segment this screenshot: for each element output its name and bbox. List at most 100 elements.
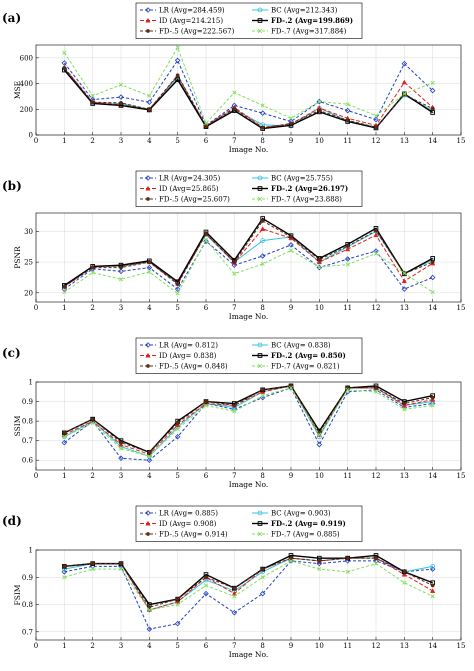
x-tick-label: 3 xyxy=(119,472,123,480)
data-point xyxy=(288,558,294,563)
data-point xyxy=(147,93,152,98)
y-tick-label: 0.8 xyxy=(22,601,33,609)
legend-entry: FD-.5 (Avg= 0.914) xyxy=(159,531,228,539)
data-point xyxy=(260,238,266,244)
legend-swatch-marker xyxy=(145,342,151,348)
data-point xyxy=(345,246,351,252)
data-point xyxy=(175,426,180,432)
y-tick-label: 30 xyxy=(24,228,33,236)
data-point xyxy=(430,110,435,115)
legend-entry: FD-.7 (Avg=317.884) xyxy=(271,28,347,36)
data-point xyxy=(62,66,67,71)
data-point xyxy=(402,271,407,276)
x-tick-label: 2 xyxy=(90,137,94,145)
data-point xyxy=(62,50,67,55)
data-point xyxy=(316,98,323,105)
series-fd-5 xyxy=(62,556,435,610)
y-tick-label: 0.6 xyxy=(22,457,34,465)
legend-entry: FD-.5 (Avg=222.567) xyxy=(159,28,235,36)
data-point xyxy=(288,385,294,390)
data-point xyxy=(204,231,208,236)
data-point xyxy=(317,567,322,572)
x-tick-label: 12 xyxy=(372,642,381,650)
data-point xyxy=(260,261,265,267)
data-point xyxy=(345,569,350,574)
data-point xyxy=(430,106,435,111)
series-line xyxy=(63,217,434,287)
legend-swatch-marker xyxy=(257,342,263,348)
data-point xyxy=(402,407,407,412)
data-point xyxy=(430,260,435,265)
data-point xyxy=(232,403,237,408)
data-point xyxy=(61,439,68,446)
data-point xyxy=(260,219,265,223)
legend-box xyxy=(135,170,363,207)
data-point xyxy=(175,599,181,604)
data-point xyxy=(146,457,153,463)
x-tick-label: 1 xyxy=(62,642,66,650)
legend-swatch-marker xyxy=(145,175,151,181)
data-point xyxy=(289,235,293,239)
legend-entry: FD-.2 (Avg= 0.850) xyxy=(271,351,346,360)
x-tick-label: 11 xyxy=(343,137,352,145)
legend-swatch-marker xyxy=(145,185,151,191)
legend-entry: BC (Avg= 0.903) xyxy=(271,510,331,518)
x-tick-label: 10 xyxy=(315,642,324,650)
data-point xyxy=(62,564,67,569)
data-point xyxy=(175,421,180,425)
data-point xyxy=(430,588,436,593)
legend-entry: FD-.2 (Avg=26.197) xyxy=(271,184,348,193)
series-line xyxy=(63,59,434,127)
legend-entry: FD-.7 (Avg= 0.821) xyxy=(271,363,340,371)
data-point xyxy=(259,110,266,116)
data-point xyxy=(373,113,379,118)
x-tick-label: 1 xyxy=(62,137,66,145)
legend-entry: ID (Avg= 0.838) xyxy=(159,352,217,360)
x-tick-label: 14 xyxy=(428,304,437,312)
data-point xyxy=(344,256,351,262)
data-point xyxy=(373,251,379,256)
x-tick-label: 9 xyxy=(289,304,293,312)
data-point xyxy=(402,580,407,585)
data-point xyxy=(175,597,180,601)
series-line xyxy=(63,69,434,130)
data-point xyxy=(317,99,322,104)
series-line xyxy=(64,228,433,288)
data-point xyxy=(118,277,124,282)
legend-swatch-marker xyxy=(145,510,151,516)
legend-swatch-marker xyxy=(257,186,263,191)
x-tick-label: 3 xyxy=(119,304,123,312)
legend-entry: FD-.7 (Avg= 0.885) xyxy=(271,531,340,539)
data-point xyxy=(260,387,265,392)
data-point xyxy=(174,57,181,64)
data-point xyxy=(90,93,95,98)
legend-swatch-marker xyxy=(257,531,263,537)
plot-frame xyxy=(35,549,462,641)
data-point xyxy=(430,395,435,400)
data-point xyxy=(345,244,350,249)
data-point xyxy=(259,253,266,259)
data-point xyxy=(317,432,322,437)
x-tick-label: 9 xyxy=(289,137,293,145)
x-tick-label: 10 xyxy=(315,304,324,312)
data-point xyxy=(430,290,435,295)
x-tick-label: 0 xyxy=(34,304,38,312)
data-point xyxy=(345,262,350,267)
data-point xyxy=(429,87,436,94)
series-line xyxy=(63,67,433,129)
series-fd-7 xyxy=(62,385,435,459)
data-point xyxy=(203,237,209,243)
data-point xyxy=(232,260,237,265)
x-tick-label: 8 xyxy=(260,472,264,480)
data-point xyxy=(289,556,293,561)
data-point xyxy=(345,118,350,123)
series-line xyxy=(64,239,433,295)
data-point xyxy=(175,45,180,50)
data-point xyxy=(146,99,153,105)
data-point xyxy=(345,387,350,392)
x-tick-label: 0 xyxy=(34,642,38,650)
series-line xyxy=(64,385,433,454)
legend-swatch-marker xyxy=(257,18,263,23)
data-point xyxy=(90,417,95,422)
data-point xyxy=(118,268,124,275)
